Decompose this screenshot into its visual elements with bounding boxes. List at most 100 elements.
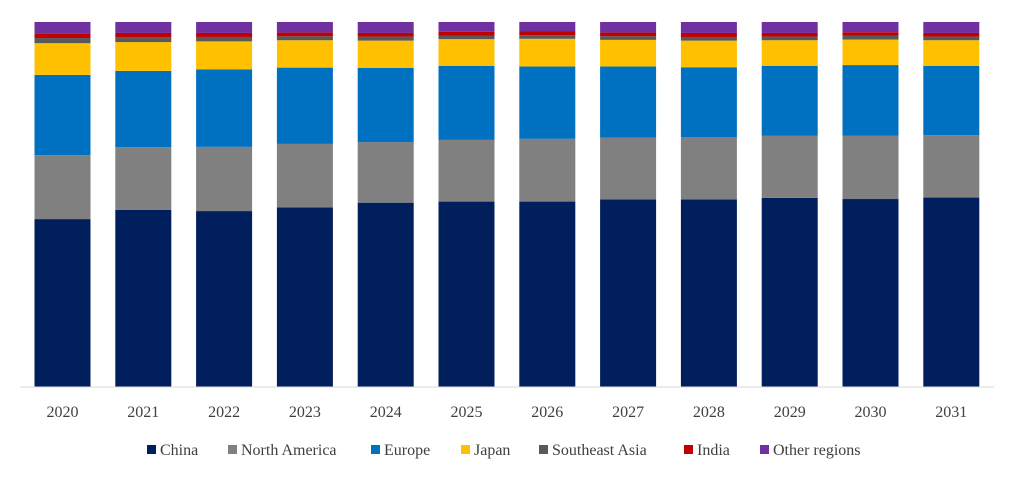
bar-2028-japan [680, 40, 737, 68]
bar-2024-north-america [357, 142, 414, 203]
bar-2021-other-regions [115, 22, 172, 33]
bar-2025-southeast-asia [438, 35, 495, 40]
bar-2025-other-regions [438, 22, 495, 32]
bar-2029-north-america [761, 135, 818, 198]
bar-2026-china [519, 201, 576, 387]
bar-2022-other-regions [196, 22, 253, 33]
bar-2027-china [600, 199, 657, 387]
bar-2022-india [196, 32, 253, 37]
bar-2029-japan [761, 40, 818, 66]
x-tick-label-2025: 2025 [451, 404, 483, 421]
legend-label-southeast-asia: Southeast Asia [552, 442, 647, 459]
bar-2026-europe [519, 66, 576, 139]
bar-2020-north-america [34, 155, 91, 220]
x-tick-labels: 2020 2021 2022 2023 2024 2025 2026 2027 2028 2029… [47, 404, 968, 421]
bar-2025-north-america [438, 139, 495, 202]
legend-swatch-china [147, 445, 156, 454]
bar-2021-japan [115, 42, 172, 71]
bar-2029-india [761, 32, 818, 37]
legend-swatch-japan [461, 445, 470, 454]
bar-2024-japan [357, 40, 414, 68]
bar-2020-other-regions [34, 22, 91, 34]
bar-2023-north-america [276, 143, 333, 208]
x-tick-label-2026: 2026 [531, 404, 563, 421]
bar-2022-china [196, 211, 253, 387]
bar-2031-north-america [923, 135, 980, 198]
bars-group [34, 22, 980, 387]
bar-2021-europe [115, 70, 172, 148]
bar-2025-europe [438, 65, 495, 140]
legend-swatch-southeast-asia [539, 445, 548, 454]
bar-2028-north-america [680, 137, 737, 200]
bar-2021-southeast-asia [115, 37, 172, 43]
bar-2030-japan [842, 39, 899, 66]
bar-2029-southeast-asia [761, 36, 818, 41]
bar-2023-other-regions [276, 22, 333, 33]
legend-label-japan: Japan [474, 442, 510, 459]
bar-2022-europe [196, 69, 253, 147]
bar-2024-india [357, 32, 414, 37]
bar-2024-southeast-asia [357, 36, 414, 41]
bar-2027-southeast-asia [600, 36, 657, 40]
bar-2023-china [276, 207, 333, 387]
bar-2023-europe [276, 67, 333, 144]
bar-2020-japan [34, 43, 91, 75]
bar-2023-japan [276, 40, 333, 68]
bar-2031-southeast-asia [923, 36, 980, 41]
bar-2030-india [842, 32, 899, 36]
x-tick-label-2020: 2020 [47, 404, 79, 421]
bar-2030-europe [842, 65, 899, 136]
legend-label-china: China [160, 442, 198, 459]
bar-2030-southeast-asia [842, 35, 899, 40]
bar-2027-india [600, 32, 657, 37]
bar-2026-other-regions [519, 22, 576, 32]
bar-2028-southeast-asia [680, 36, 737, 41]
bar-2025-india [438, 31, 495, 36]
bar-2031-japan [923, 40, 980, 66]
x-tick-label-2023: 2023 [289, 404, 321, 421]
bar-2021-north-america [115, 147, 172, 210]
bar-2023-india [276, 32, 333, 37]
legend: China North America Europe Japan Southeast A… [147, 442, 861, 459]
bar-2026-japan [519, 38, 576, 67]
legend-label-other-regions: Other regions [773, 442, 861, 459]
x-tick-label-2028: 2028 [693, 404, 725, 421]
bar-2029-other-regions [761, 22, 818, 33]
bar-2031-india [923, 32, 980, 37]
bar-2025-china [438, 201, 495, 387]
bar-2028-other-regions [680, 22, 737, 33]
bar-2029-china [761, 197, 818, 387]
bar-2024-other-regions [357, 22, 414, 33]
x-tick-label-2021: 2021 [127, 404, 159, 421]
bar-2030-north-america [842, 135, 899, 200]
bar-2029-europe [761, 65, 818, 136]
bar-2027-europe [600, 66, 657, 138]
x-tick-label-2030: 2030 [855, 404, 887, 421]
bar-2028-china [680, 199, 737, 387]
bar-2027-other-regions [600, 22, 657, 33]
bar-2022-north-america [196, 146, 253, 212]
legend-label-europe: Europe [384, 442, 430, 459]
legend-label-north-america: North America [241, 442, 337, 459]
x-tick-label-2029: 2029 [774, 404, 806, 421]
legend-label-india: India [697, 442, 730, 459]
bar-2031-other-regions [923, 22, 980, 33]
x-tick-label-2031: 2031 [935, 404, 967, 421]
bar-2028-europe [680, 67, 737, 138]
bar-2021-india [115, 32, 172, 38]
bar-2026-southeast-asia [519, 35, 576, 39]
bar-2021-china [115, 209, 172, 387]
bar-2020-china [34, 219, 91, 387]
bar-2024-europe [357, 67, 414, 143]
bar-2020-southeast-asia [34, 38, 91, 44]
bar-2028-india [680, 32, 737, 37]
bar-2023-southeast-asia [276, 36, 333, 41]
bar-2031-europe [923, 65, 980, 136]
bar-2030-china [842, 199, 899, 387]
legend-swatch-other-regions [760, 445, 769, 454]
legend-swatch-north-america [228, 445, 237, 454]
bar-2027-japan [600, 39, 657, 67]
bar-2026-india [519, 31, 576, 36]
x-tick-label-2022: 2022 [208, 404, 240, 421]
